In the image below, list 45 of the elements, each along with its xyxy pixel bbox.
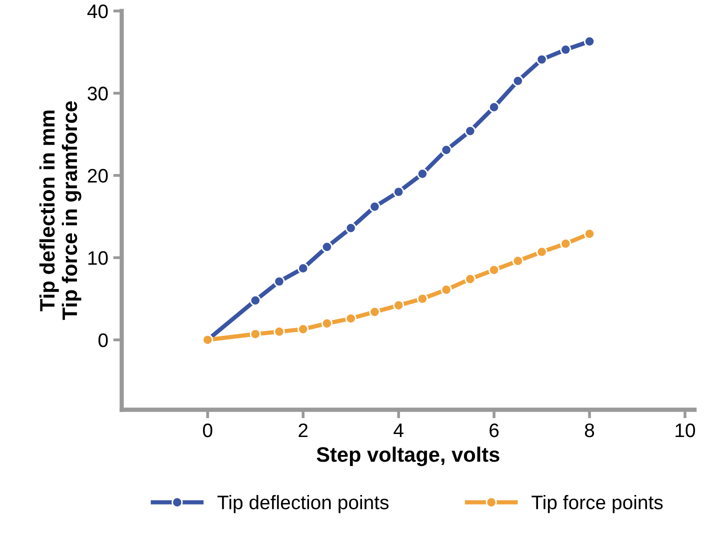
- legend-label: Tip deflection points: [217, 495, 389, 514]
- y-tick-label: 10: [88, 251, 108, 265]
- point: [560, 44, 572, 56]
- point: [584, 36, 596, 47]
- point: [488, 102, 500, 113]
- point: [321, 318, 333, 329]
- point: [440, 284, 452, 296]
- point: [274, 276, 285, 288]
- point: [369, 306, 380, 318]
- point: [464, 273, 476, 285]
- x-tick-label: 4: [394, 424, 404, 438]
- point: [321, 241, 333, 253]
- point: [464, 125, 476, 137]
- point: [416, 293, 428, 304]
- point: [393, 186, 404, 198]
- point: [298, 324, 309, 335]
- y-axis-title: Tip deflection in mm Tip force in gramforce: [39, 101, 82, 320]
- y-tick-label: 0: [98, 333, 108, 348]
- point: [250, 294, 261, 306]
- y-tick-label: 20: [88, 168, 108, 183]
- point: [536, 246, 548, 258]
- point: [416, 168, 428, 180]
- point: [440, 144, 452, 156]
- point: [369, 201, 380, 212]
- point: [536, 54, 548, 66]
- point: [584, 228, 596, 240]
- point: [345, 222, 356, 234]
- point: [488, 264, 500, 276]
- y-tick-label: 40: [87, 4, 108, 18]
- x-tick-label: 10: [676, 423, 696, 438]
- x-tick-label: 0: [202, 423, 212, 438]
- point: [298, 262, 309, 274]
- y-tick-label: 30: [88, 86, 108, 100]
- x-tick-label: 2: [298, 423, 308, 438]
- point: [250, 328, 261, 340]
- point: [512, 75, 524, 86]
- point: [512, 255, 524, 266]
- point: [560, 238, 572, 250]
- point: [393, 300, 404, 311]
- legend-label: Tip force points: [532, 495, 663, 514]
- x-axis-title: Step voltage, volts: [316, 446, 500, 466]
- point: [345, 312, 356, 324]
- x-tick-label: 6: [490, 423, 499, 438]
- point: [274, 326, 285, 338]
- x-tick-label: 8: [584, 423, 594, 438]
